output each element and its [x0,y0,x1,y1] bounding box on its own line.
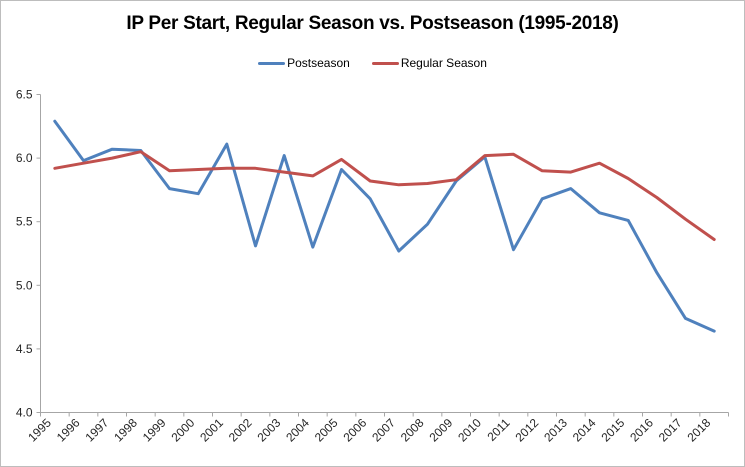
x-axis-label: 2003 [255,415,284,444]
x-axis-label: 1996 [54,415,83,444]
x-axis-label: 2011 [484,415,512,443]
x-axis-label: 2009 [427,415,456,444]
x-axis-label: 2016 [627,415,656,444]
x-axis-label: 2002 [226,415,255,444]
y-axis-label: 4.0 [16,406,33,420]
postseason-line-swatch-icon [258,61,286,65]
series-line-postseason [53,119,716,333]
legend-label-regular-season: Regular Season [400,56,487,70]
x-axis-label: 2000 [169,415,198,444]
axis-lines [40,94,729,413]
x-axis-label: 2015 [599,415,628,444]
x-axis-label: 2017 [656,415,685,444]
series-line-regular-season [53,150,716,241]
x-axis-label: 1995 [25,415,54,444]
regular-season-line-swatch-icon [371,61,399,65]
x-axis-label: 2012 [513,415,542,444]
legend-item-regular-season[interactable]: Regular Season [371,56,487,70]
chart-title: IP Per Start, Regular Season vs. Postsea… [126,13,619,34]
legend-label-postseason: Postseason [287,56,350,70]
x-axis-label: 2007 [369,415,398,444]
x-axis-label: 2010 [455,415,484,444]
x-axis-label: 2005 [312,415,341,444]
x-axis-label: 2004 [283,415,312,444]
x-axis-label: 2008 [398,415,427,444]
legend-item-postseason[interactable]: Postseason [258,56,350,70]
x-axis-label: 2001 [197,415,226,444]
y-axis-label: 5.0 [16,278,33,292]
x-axis-label: 2006 [341,415,370,444]
legend: Postseason Regular Season [1,56,744,70]
y-axis-label: 6.0 [16,151,33,165]
x-axis-label: 1999 [140,415,169,444]
y-axis-label: 6.5 [16,88,33,102]
y-axis-label: 5.5 [16,215,33,229]
x-axis-label: 2018 [685,415,714,444]
x-axis-label: 2014 [570,415,599,444]
x-axis-label: 1997 [83,415,112,444]
x-axis-label: 2013 [541,415,570,444]
x-axis-label: 1998 [111,415,140,444]
y-axis-label: 4.5 [16,342,33,356]
